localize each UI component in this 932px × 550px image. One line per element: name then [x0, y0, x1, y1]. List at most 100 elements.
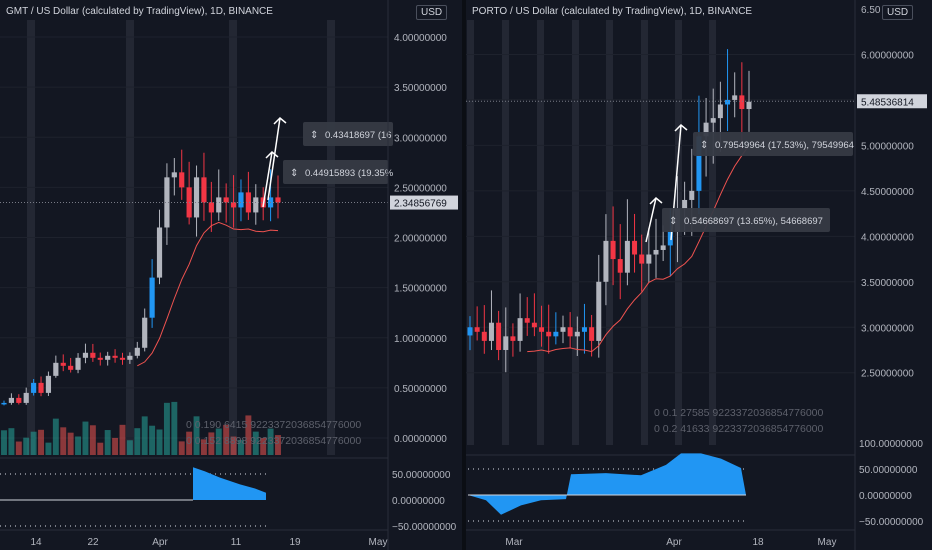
candle-body: [560, 327, 566, 332]
candle-body: [45, 375, 52, 393]
y-axis-tick: 4.00000000: [861, 232, 914, 243]
oscillator-axis-tick: 50.00000000: [859, 465, 918, 476]
volume-bar: [97, 442, 104, 455]
volume-bar: [252, 431, 259, 455]
measure-arrow-head: [649, 196, 663, 205]
measure-icon: ⇕: [669, 216, 677, 227]
measure-arrow-line: [262, 151, 273, 208]
volume-bar: [60, 427, 67, 455]
last-price-label-bg: [857, 94, 927, 109]
candle-body: [667, 231, 673, 246]
indicator-info-line-1: 0 0.190 6415 9223372036854776000: [186, 419, 361, 431]
x-axis-tick: 19: [289, 537, 301, 548]
candle-body: [171, 172, 177, 178]
candle-body: [142, 317, 148, 348]
candle-body: [105, 355, 111, 360]
volume-bar: [89, 425, 96, 455]
x-axis-tick: 11: [231, 537, 242, 548]
volume-bar: [156, 429, 163, 455]
volume-bar: [208, 432, 215, 455]
y-axis-tick: 1.50000000: [394, 284, 447, 295]
volume-bar: [126, 440, 133, 455]
candle-body: [75, 357, 81, 370]
candle-body: [603, 240, 609, 282]
oscillator-axis-tick: −50.00000000: [859, 517, 924, 528]
candle-body: [496, 322, 502, 350]
candle-body: [524, 318, 530, 323]
measure-label: 0.43418697 (16: [325, 130, 392, 141]
candle-body: [689, 190, 695, 200]
candle-body: [732, 95, 738, 100]
gmt-currency-badge[interactable]: USD: [416, 5, 448, 20]
y-axis-tick: 2.50000000: [861, 369, 914, 380]
candle-body: [223, 197, 229, 203]
measure-box: [303, 122, 393, 146]
candle-body: [539, 327, 545, 332]
volume-bar: [267, 428, 274, 455]
candle-body: [16, 397, 22, 403]
candle-body: [31, 382, 37, 393]
measure-icon: ⇕: [310, 130, 318, 141]
measure-icon: ⇕: [290, 168, 298, 179]
candle-body: [589, 327, 595, 341]
y-axis-tick: 4.50000000: [861, 187, 914, 198]
panel-divider[interactable]: [462, 0, 466, 550]
x-axis-tick: Apr: [152, 537, 168, 548]
candle-body: [567, 327, 573, 337]
gmt-chart-panel[interactable]: 4.00000000 3.50000000 3.00000000 2.50000000…: [0, 0, 462, 550]
porto-chart-panel[interactable]: 6.000000005.500000005.000000004.50000000…: [466, 0, 932, 550]
candle-body: [503, 336, 509, 350]
candle-body: [696, 136, 702, 191]
volume-bar: [186, 431, 193, 455]
volume-bar: [245, 415, 252, 455]
session-band: [675, 20, 682, 445]
candle-body: [23, 392, 29, 403]
porto-currency-badge[interactable]: USD: [882, 5, 914, 20]
indicator-info-line-2: 0 0.152 8898 9223372036854776000: [186, 435, 361, 447]
candle-body: [682, 199, 688, 210]
porto-chart-svg: 6.000000005.500000005.000000004.50000000…: [466, 0, 927, 550]
candle-body: [230, 202, 237, 208]
candle-body: [581, 327, 587, 332]
gmt-chart-title: GMT / US Dollar (calculated by TradingVi…: [6, 6, 273, 17]
candle-body: [156, 227, 163, 278]
y-axis-tick: 2.50000000: [394, 183, 447, 194]
candle-body: [8, 397, 14, 403]
candle-body: [510, 336, 516, 341]
volume-bar: [8, 428, 15, 455]
last-price-label: 2.34856769: [394, 199, 447, 210]
measure-label: 0.54668697 (13.65%), 54668697: [684, 216, 823, 227]
candle-body: [90, 352, 96, 358]
candle-body: [164, 177, 170, 228]
oscillator-axis-tick: 0.00000000: [859, 491, 912, 502]
y-axis-tick: 3.50000000: [394, 83, 447, 94]
measure-icon: ⇕: [700, 140, 708, 151]
session-band: [502, 20, 509, 445]
x-axis-tick: Mar: [505, 537, 523, 548]
session-band: [606, 20, 613, 445]
x-axis-tick: May: [369, 537, 388, 548]
volume-bar: [75, 436, 82, 455]
measure-arrow-head: [674, 123, 688, 132]
volume-bar: [275, 435, 281, 455]
volume-bar: [134, 428, 141, 455]
candle-body: [596, 281, 602, 341]
measure-arrow-line: [267, 117, 281, 201]
volume-bar: [223, 424, 230, 455]
y-axis-top-tick: 6.50: [861, 5, 881, 16]
volume-bar: [112, 437, 119, 455]
oscillator-axis-tick: 0.00000000: [392, 496, 445, 507]
candle-body: [610, 240, 616, 260]
candle-body: [38, 382, 44, 393]
candle-body: [238, 192, 244, 208]
candle-body: [653, 249, 659, 255]
candle-body: [97, 357, 103, 360]
candle-body: [488, 322, 494, 341]
candle-body: [216, 197, 222, 213]
x-axis-tick: 18: [752, 537, 764, 548]
candle-body: [467, 327, 473, 336]
candle-body: [546, 331, 552, 337]
volume-bar: [45, 442, 52, 455]
volume-bar: [215, 428, 222, 455]
candle-body: [639, 254, 645, 264]
